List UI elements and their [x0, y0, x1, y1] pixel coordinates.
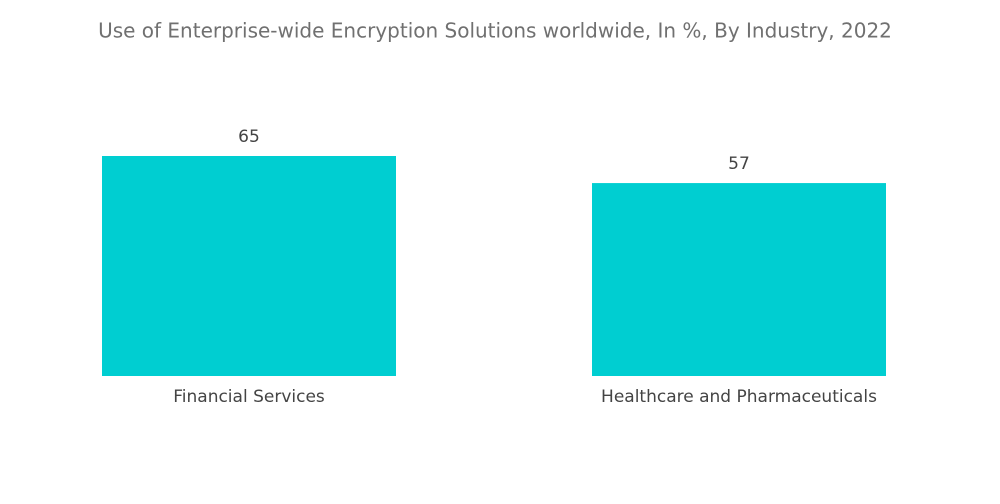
x-tick-label: Financial Services — [173, 387, 325, 407]
chart-title: Use of Enterprise-wide Encryption Soluti… — [98, 19, 892, 43]
bar — [592, 183, 886, 376]
bar — [102, 156, 396, 376]
x-tick-label: Healthcare and Pharmaceuticals — [601, 387, 877, 407]
data-label: 57 — [728, 154, 750, 174]
data-label: 65 — [238, 127, 260, 147]
